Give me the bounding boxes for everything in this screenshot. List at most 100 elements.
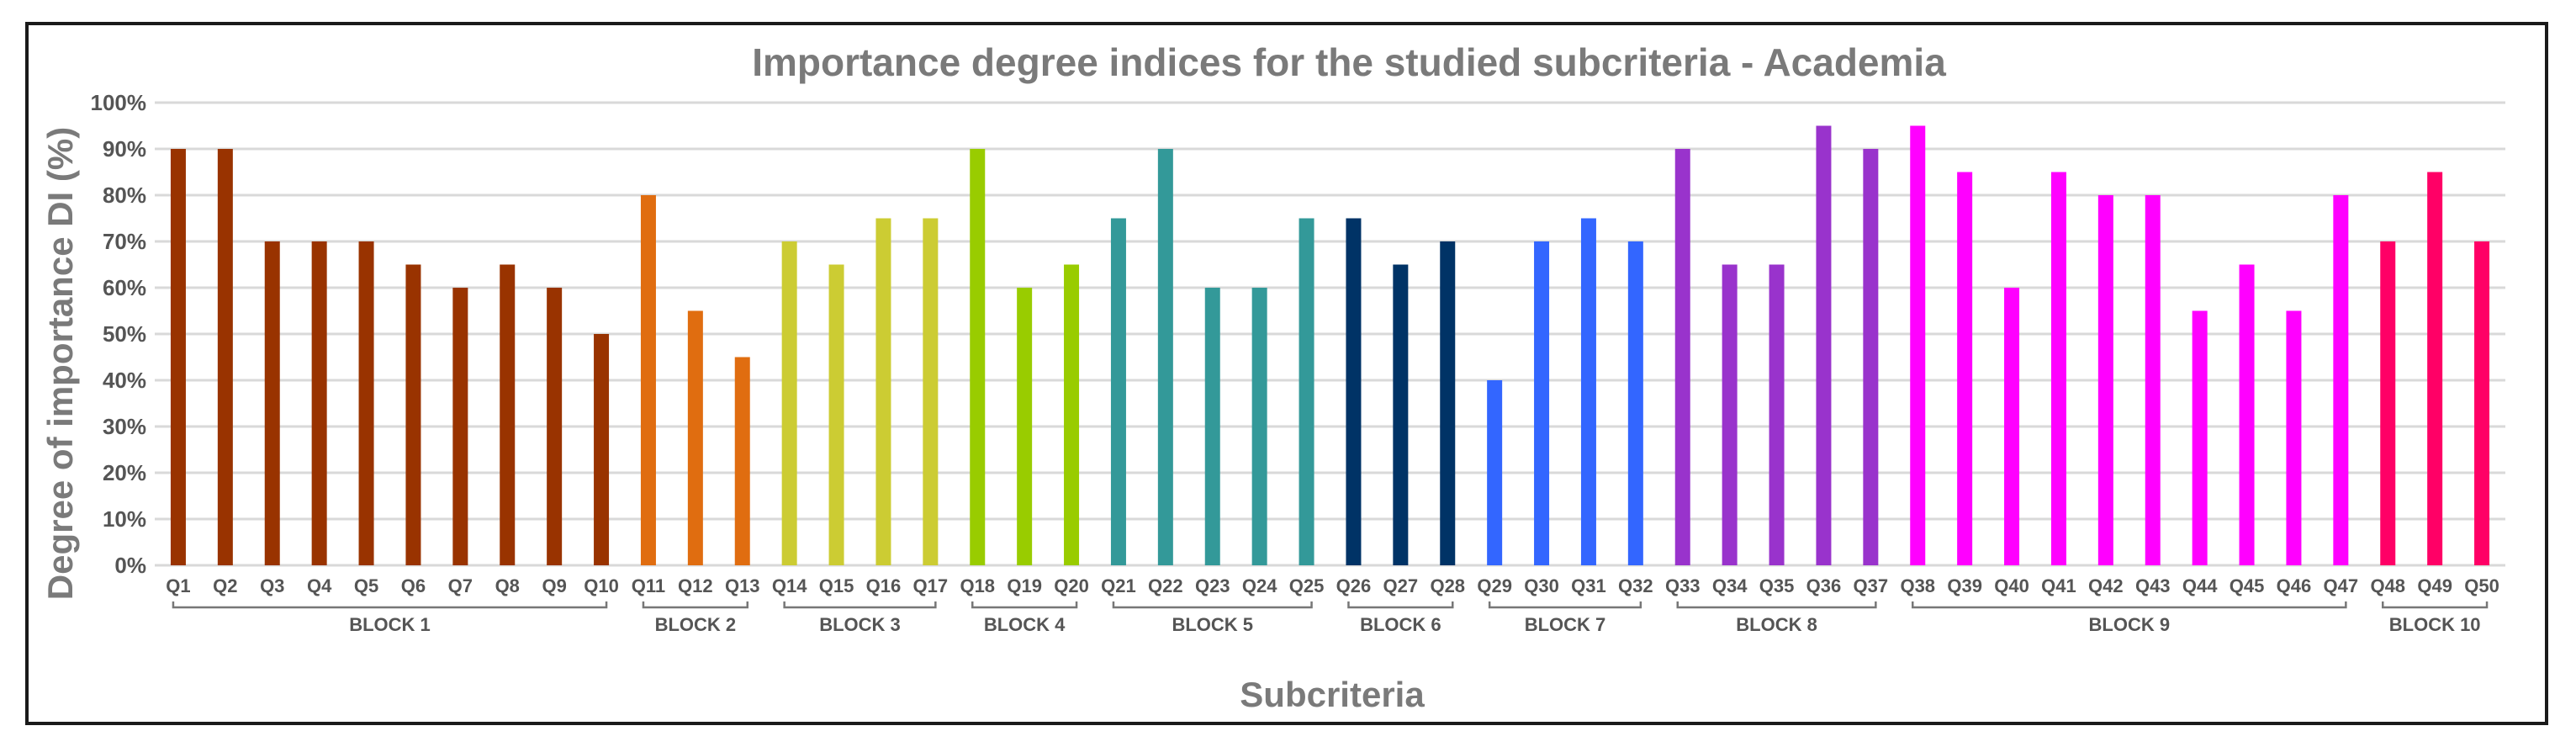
x-tick-label: Q16 — [866, 575, 902, 596]
bar-q13 — [734, 357, 750, 565]
x-tick-label: Q35 — [1759, 575, 1795, 596]
bar-q48 — [2380, 241, 2396, 565]
bar-q8 — [500, 264, 516, 565]
bar-chart: Importance degree indices for the studie… — [40, 40, 2505, 714]
bar-q20 — [1064, 264, 1080, 565]
y-tick-label: 90% — [103, 136, 146, 162]
block-bracket — [642, 601, 748, 609]
y-tick-label: 30% — [103, 414, 146, 439]
block-bracket — [2382, 601, 2489, 609]
gridlines — [155, 101, 2505, 567]
bar-q33 — [1674, 149, 1690, 565]
block-label: BLOCK 7 — [1525, 614, 1606, 635]
block-bracket — [1912, 601, 2347, 609]
bar-q19 — [1017, 288, 1033, 565]
y-tick-label: 50% — [103, 321, 146, 347]
x-tick-label: Q10 — [584, 575, 619, 596]
x-tick-label: Q30 — [1524, 575, 1559, 596]
x-tick-label: Q48 — [2370, 575, 2405, 596]
x-tick-label: Q21 — [1101, 575, 1136, 596]
x-tick-label: Q5 — [354, 575, 378, 596]
bar-q4 — [311, 241, 327, 565]
block-label: BLOCK 3 — [819, 614, 901, 635]
bar-q5 — [358, 241, 374, 565]
block-bracket — [1488, 601, 1642, 609]
block-bracket — [971, 601, 1078, 609]
x-tick-label: Q26 — [1336, 575, 1372, 596]
bar-q25 — [1299, 218, 1314, 565]
x-tick-label: Q19 — [1007, 575, 1042, 596]
x-tick-label: Q12 — [678, 575, 713, 596]
x-tick-label: Q13 — [725, 575, 760, 596]
bar-q22 — [1157, 149, 1173, 565]
bar-q50 — [2474, 241, 2490, 565]
block-label: BLOCK 6 — [1360, 614, 1441, 635]
x-tick-label: Q1 — [166, 575, 190, 596]
bars — [170, 125, 2490, 565]
x-tick-label: Q15 — [819, 575, 854, 596]
bar-q39 — [1957, 172, 1973, 565]
x-tick-label: Q11 — [632, 575, 665, 596]
y-tick-label: 100% — [91, 90, 147, 115]
x-tick-label: Q37 — [1854, 575, 1889, 596]
bar-q36 — [1816, 125, 1832, 565]
x-tick-label: Q46 — [2277, 575, 2312, 596]
x-axis-ticks: Q1 Q2 Q3 Q4 Q5 Q6 Q7 Q8 Q9 Q10 Q11 Q12 Q13 Q14 Q15 Q16 Q… — [166, 575, 2499, 596]
bar-q32 — [1627, 241, 1643, 565]
x-tick-label: Q22 — [1148, 575, 1183, 596]
x-tick-label: Q49 — [2417, 575, 2452, 596]
bar-q47 — [2333, 195, 2349, 565]
bar-q18 — [970, 149, 986, 565]
x-tick-label: Q27 — [1383, 575, 1419, 596]
y-tick-label: 20% — [103, 460, 146, 485]
bar-q17 — [923, 218, 939, 565]
y-axis-label: Degree of importance DI (%) — [40, 127, 80, 600]
y-tick-label: 70% — [103, 229, 146, 254]
bar-q43 — [2145, 195, 2161, 565]
bar-q9 — [547, 288, 563, 565]
x-tick-label: Q17 — [913, 575, 949, 596]
x-tick-label: Q28 — [1430, 575, 1465, 596]
y-tick-label: 40% — [103, 368, 146, 393]
block-bracket — [783, 601, 937, 609]
x-tick-label: Q29 — [1477, 575, 1512, 596]
block-bracket — [1676, 601, 1877, 609]
bar-q41 — [2050, 172, 2066, 565]
x-tick-label: Q40 — [1994, 575, 2029, 596]
bar-q11 — [640, 195, 656, 565]
x-tick-label: Q44 — [2182, 575, 2218, 596]
bar-q26 — [1346, 218, 1362, 565]
block-label: BLOCK 1 — [349, 614, 431, 635]
x-tick-label: Q9 — [542, 575, 566, 596]
bar-q15 — [828, 264, 844, 565]
x-tick-label: Q25 — [1289, 575, 1325, 596]
y-axis-ticks: 0% 10% 20% 30% 40% 50% 60% 70% 80% 90% 100% — [91, 90, 147, 578]
bar-q28 — [1440, 241, 1456, 565]
chart-frame: Importance degree indices for the studie… — [25, 22, 2548, 725]
bar-q45 — [2239, 264, 2255, 565]
x-tick-label: Q34 — [1712, 575, 1748, 596]
bar-q10 — [594, 334, 610, 565]
bar-q23 — [1204, 288, 1220, 565]
bar-q30 — [1534, 241, 1550, 565]
x-tick-label: Q47 — [2324, 575, 2359, 596]
bar-q1 — [170, 149, 186, 565]
bar-q12 — [687, 310, 703, 565]
block-bracket — [172, 601, 608, 609]
x-tick-label: Q45 — [2230, 575, 2265, 596]
block-bracket — [1112, 601, 1313, 609]
x-tick-label: Q18 — [960, 575, 995, 596]
x-tick-label: Q3 — [260, 575, 284, 596]
bar-q14 — [781, 241, 797, 565]
bar-q34 — [1722, 264, 1738, 565]
x-tick-label: Q7 — [448, 575, 473, 596]
block-label: BLOCK 10 — [2389, 614, 2481, 635]
bar-q35 — [1769, 264, 1785, 565]
chart-title: Importance degree indices for the studie… — [752, 40, 1946, 84]
x-tick-label: Q4 — [307, 575, 332, 596]
bar-q38 — [1910, 125, 1926, 565]
bar-q16 — [875, 218, 891, 565]
x-tick-label: Q20 — [1054, 575, 1089, 596]
block-bracket — [1347, 601, 1454, 609]
x-axis-label: Subcriteria — [1240, 675, 1425, 714]
